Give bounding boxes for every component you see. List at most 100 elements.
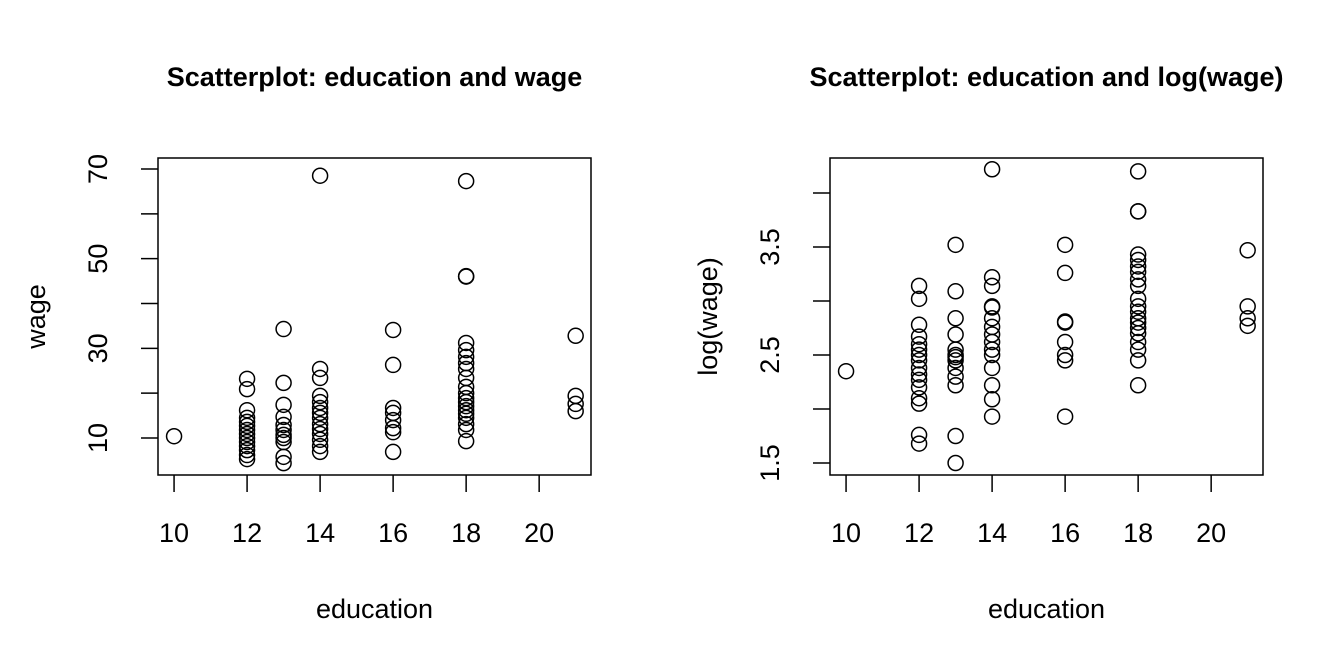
point — [1129, 376, 1147, 394]
point — [275, 396, 292, 414]
point — [837, 362, 855, 380]
point — [384, 356, 402, 374]
point — [1056, 314, 1074, 331]
point — [311, 360, 329, 378]
point — [983, 160, 1001, 178]
point — [311, 431, 329, 449]
point — [910, 435, 928, 452]
x-tick-label: 14 — [305, 518, 335, 548]
y-tick-label: 10 — [83, 423, 113, 453]
point — [238, 370, 256, 388]
point — [384, 321, 402, 339]
point — [311, 425, 329, 443]
point — [457, 369, 475, 387]
point — [947, 236, 964, 254]
point — [457, 405, 475, 423]
point — [947, 376, 964, 394]
point — [983, 391, 1001, 408]
x-tick-label: 10 — [831, 518, 861, 548]
y-axis-label: log(wage) — [693, 257, 723, 376]
point — [910, 341, 928, 358]
point — [457, 341, 475, 359]
x-tick-label: 12 — [904, 518, 934, 548]
point — [275, 421, 292, 439]
point — [567, 327, 584, 345]
point — [1129, 341, 1147, 358]
point — [910, 426, 928, 444]
point — [983, 299, 1001, 316]
point — [1129, 298, 1147, 315]
point — [165, 427, 183, 445]
point — [384, 411, 402, 429]
plot-frame — [829, 157, 1264, 476]
point — [457, 421, 475, 439]
point — [238, 409, 256, 427]
point — [910, 346, 928, 364]
point — [238, 421, 256, 439]
point — [983, 333, 1001, 351]
point — [1129, 251, 1147, 269]
point — [1056, 408, 1074, 425]
x-tick-label: 14 — [977, 518, 1007, 548]
point — [457, 348, 475, 366]
point — [275, 408, 292, 426]
point — [910, 328, 928, 345]
point — [275, 416, 292, 434]
point — [910, 290, 928, 308]
point — [1056, 264, 1074, 282]
point — [457, 409, 475, 427]
point — [1129, 203, 1147, 220]
point — [238, 433, 256, 451]
point — [947, 283, 964, 300]
point — [275, 320, 292, 338]
y-tick-label: 50 — [83, 244, 113, 274]
x-tick-label: 12 — [232, 518, 262, 548]
y-tick-label: 70 — [83, 154, 113, 184]
point — [1129, 258, 1147, 275]
point — [1129, 163, 1147, 180]
point — [275, 374, 292, 392]
point — [910, 335, 928, 353]
x-tick-label: 18 — [1123, 518, 1153, 548]
point — [311, 167, 329, 184]
point — [1129, 290, 1147, 308]
point — [238, 446, 256, 464]
point — [947, 326, 964, 343]
point — [238, 417, 256, 435]
point — [457, 432, 475, 450]
point — [457, 384, 475, 402]
point — [384, 399, 402, 417]
point — [910, 395, 928, 412]
point — [1129, 333, 1147, 351]
chart-title: Scatterplot: education and wage — [167, 62, 583, 92]
x-tick-label: 20 — [1196, 518, 1226, 548]
point — [983, 408, 1001, 425]
point — [311, 409, 329, 427]
point — [457, 360, 475, 378]
point — [238, 413, 256, 431]
point — [983, 359, 1001, 377]
point — [983, 341, 1001, 358]
point — [910, 366, 928, 383]
y-axis-label: wage — [21, 284, 51, 350]
point — [311, 399, 329, 417]
y-tick-label: 2.5 — [755, 336, 785, 374]
point — [1129, 319, 1147, 337]
point — [311, 437, 329, 455]
point — [238, 380, 256, 398]
point — [275, 448, 292, 466]
point — [1129, 303, 1147, 321]
x-axis-label: education — [988, 594, 1105, 624]
point — [910, 316, 928, 334]
x-tick-label: 20 — [524, 518, 554, 548]
point — [983, 277, 1001, 295]
point — [910, 359, 928, 377]
x-tick-label: 18 — [451, 518, 481, 548]
point — [457, 268, 475, 285]
point — [947, 359, 964, 377]
point — [1056, 352, 1074, 369]
point — [311, 369, 329, 387]
point — [947, 310, 964, 327]
point — [1129, 246, 1147, 263]
